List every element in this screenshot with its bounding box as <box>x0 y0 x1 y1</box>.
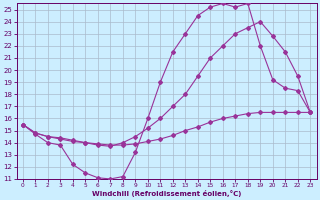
X-axis label: Windchill (Refroidissement éolien,°C): Windchill (Refroidissement éolien,°C) <box>92 190 241 197</box>
